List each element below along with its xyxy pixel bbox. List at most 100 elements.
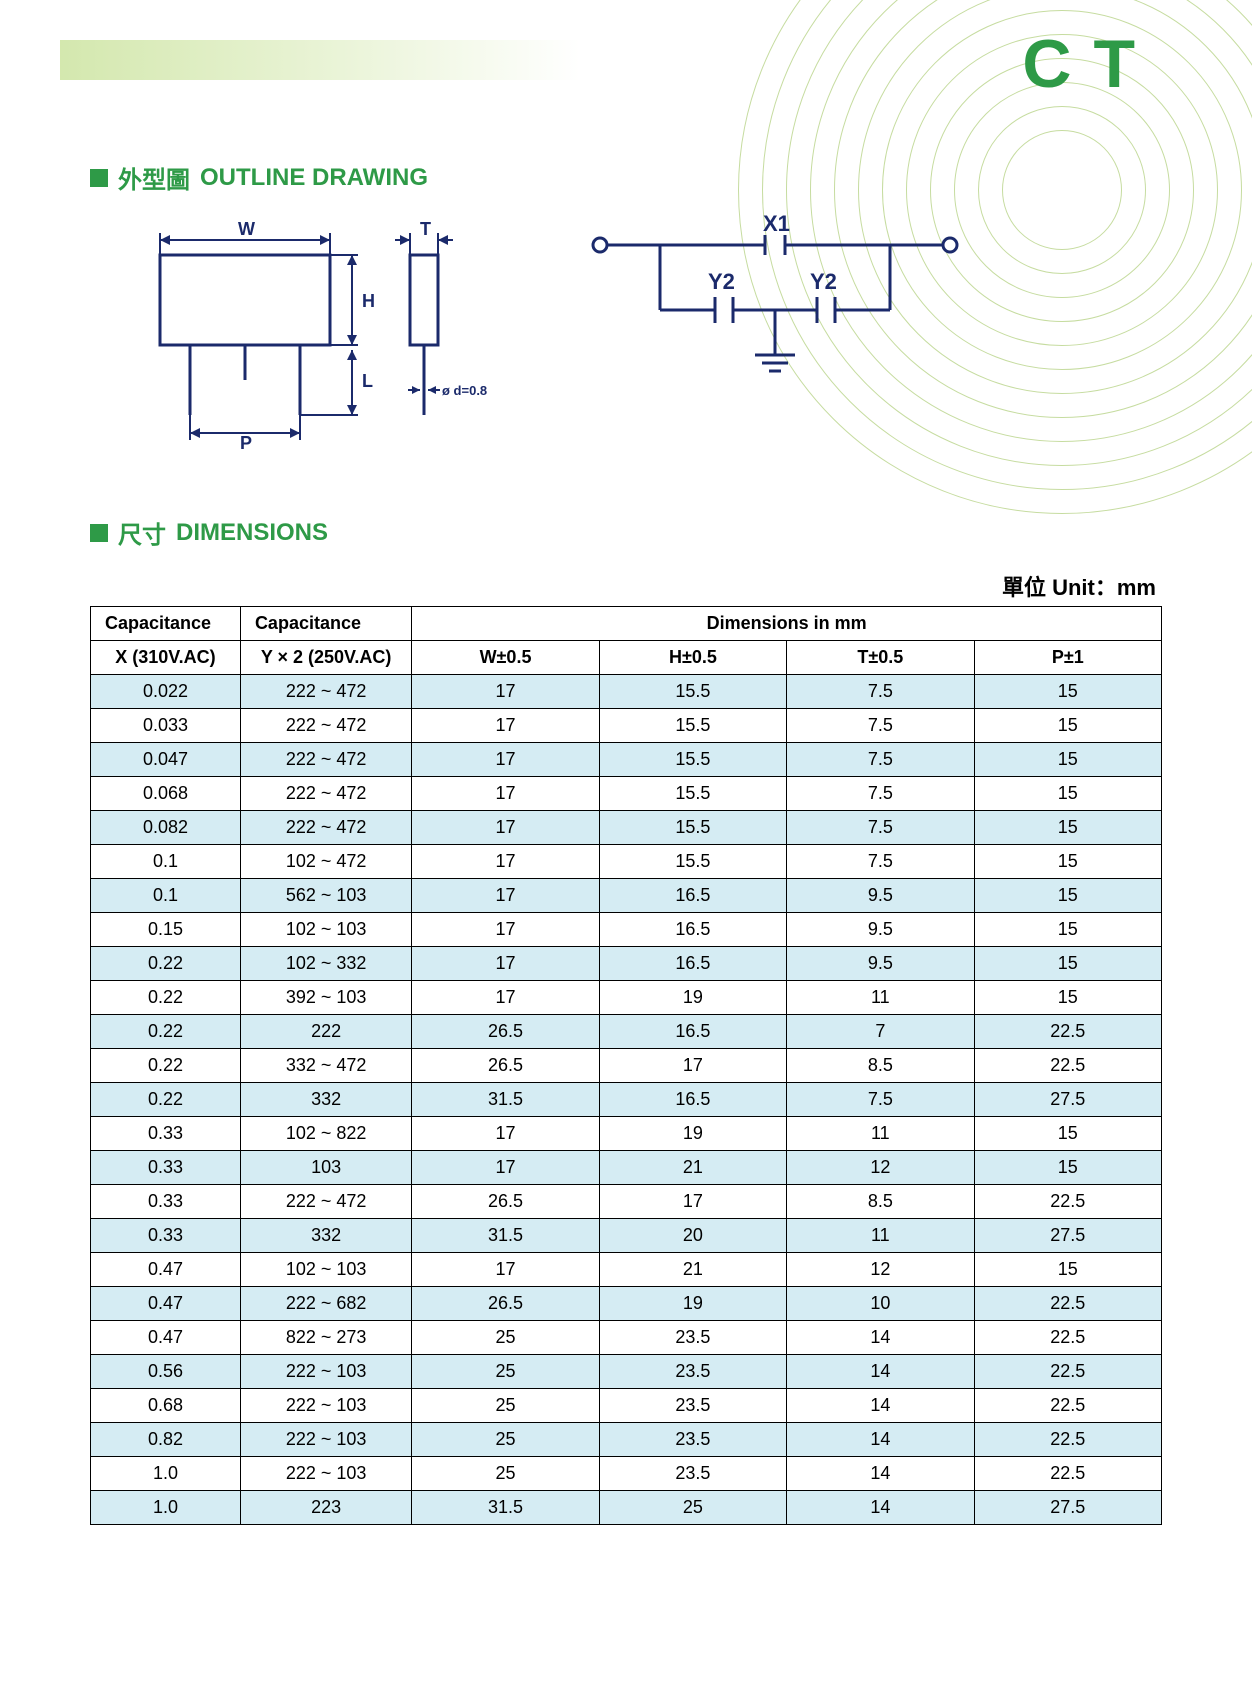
- table-cell: 222 ~ 472: [240, 743, 411, 777]
- table-cell: 562 ~ 103: [240, 879, 411, 913]
- table-cell: 25: [412, 1423, 599, 1457]
- table-cell: 16.5: [599, 1083, 786, 1117]
- table-cell: 15: [974, 1253, 1161, 1287]
- table-cell: 222: [240, 1015, 411, 1049]
- table-cell: 0.33: [91, 1219, 241, 1253]
- table-cell: 9.5: [787, 913, 974, 947]
- table-cell: 0.47: [91, 1321, 241, 1355]
- table-row: 0.47222 ~ 68226.5191022.5: [91, 1287, 1162, 1321]
- table-cell: 23.5: [599, 1355, 786, 1389]
- table-row: 0.22392 ~ 10317191115: [91, 981, 1162, 1015]
- table-cell: 14: [787, 1389, 974, 1423]
- table-cell: 23.5: [599, 1423, 786, 1457]
- table-row: 0.1562 ~ 1031716.59.515: [91, 879, 1162, 913]
- table-cell: 222 ~ 472: [240, 1185, 411, 1219]
- th-W: W±0.5: [412, 641, 599, 675]
- table-cell: 23.5: [599, 1321, 786, 1355]
- table-row: 0.047222 ~ 4721715.57.515: [91, 743, 1162, 777]
- table-cell: 15: [974, 1117, 1161, 1151]
- table-cell: 7.5: [787, 675, 974, 709]
- table-cell: 822 ~ 273: [240, 1321, 411, 1355]
- table-cell: 17: [412, 811, 599, 845]
- table-header-row-2: X (310V.AC) Y × 2 (250V.AC) W±0.5 H±0.5 …: [91, 641, 1162, 675]
- table-cell: 17: [412, 709, 599, 743]
- table-row: 0.68222 ~ 1032523.51422.5: [91, 1389, 1162, 1423]
- table-row: 1.022331.5251427.5: [91, 1491, 1162, 1525]
- table-cell: 17: [412, 675, 599, 709]
- table-cell: 17: [412, 1117, 599, 1151]
- table-cell: 27.5: [974, 1219, 1161, 1253]
- table-cell: 1.0: [91, 1491, 241, 1525]
- table-cell: 17: [599, 1049, 786, 1083]
- table-cell: 0.22: [91, 1083, 241, 1117]
- table-cell: 0.15: [91, 913, 241, 947]
- table-cell: 0.22: [91, 981, 241, 1015]
- table-cell: 14: [787, 1423, 974, 1457]
- dim-T-label: T: [420, 219, 431, 239]
- table-cell: 12: [787, 1151, 974, 1185]
- table-cell: 17: [412, 879, 599, 913]
- table-cell: 7.5: [787, 709, 974, 743]
- table-cell: 222 ~ 682: [240, 1287, 411, 1321]
- table-row: 0.22332 ~ 47226.5178.522.5: [91, 1049, 1162, 1083]
- table-row: 1.0222 ~ 1032523.51422.5: [91, 1457, 1162, 1491]
- table-cell: 19: [599, 1287, 786, 1321]
- table-cell: 12: [787, 1253, 974, 1287]
- table-cell: 9.5: [787, 879, 974, 913]
- table-cell: 14: [787, 1355, 974, 1389]
- table-cell: 15: [974, 811, 1161, 845]
- table-cell: 0.47: [91, 1253, 241, 1287]
- table-cell: 0.068: [91, 777, 241, 811]
- table-cell: 0.33: [91, 1151, 241, 1185]
- table-cell: 222 ~ 472: [240, 811, 411, 845]
- table-cell: 222 ~ 472: [240, 709, 411, 743]
- table-cell: 20: [599, 1219, 786, 1253]
- table-row: 0.082222 ~ 4721715.57.515: [91, 811, 1162, 845]
- table-cell: 16.5: [599, 913, 786, 947]
- table-cell: 22.5: [974, 1423, 1161, 1457]
- section-title-zh: 尺寸: [118, 515, 166, 550]
- table-cell: 7: [787, 1015, 974, 1049]
- table-cell: 17: [412, 845, 599, 879]
- table-cell: 23.5: [599, 1457, 786, 1491]
- table-cell: 26.5: [412, 1049, 599, 1083]
- circuit-Y2a-label: Y2: [708, 269, 735, 294]
- table-cell: 15: [974, 981, 1161, 1015]
- table-row: 0.2233231.516.57.527.5: [91, 1083, 1162, 1117]
- table-cell: 15: [974, 879, 1161, 913]
- table-cell: 10: [787, 1287, 974, 1321]
- table-cell: 11: [787, 1219, 974, 1253]
- circuit-drawing-svg: X1 Y2 Y2: [580, 215, 980, 395]
- table-cell: 15: [974, 675, 1161, 709]
- table-cell: 102 ~ 332: [240, 947, 411, 981]
- table-cell: 17: [412, 1253, 599, 1287]
- table-row: 0.56222 ~ 1032523.51422.5: [91, 1355, 1162, 1389]
- table-cell: 7.5: [787, 811, 974, 845]
- table-cell: 15: [974, 743, 1161, 777]
- page: CT 外型圖 OUTLINE DRAWING: [0, 0, 1252, 1684]
- table-cell: 21: [599, 1253, 786, 1287]
- table-cell: 15: [974, 845, 1161, 879]
- table-cell: 14: [787, 1491, 974, 1525]
- table-cell: 22.5: [974, 1389, 1161, 1423]
- table-cell: 0.033: [91, 709, 241, 743]
- table-cell: 7.5: [787, 845, 974, 879]
- table-cell: 17: [412, 777, 599, 811]
- table-cell: 25: [412, 1389, 599, 1423]
- table-cell: 0.33: [91, 1185, 241, 1219]
- table-cell: 0.22: [91, 1049, 241, 1083]
- table-cell: 25: [412, 1457, 599, 1491]
- table-cell: 16.5: [599, 1015, 786, 1049]
- table-cell: 15: [974, 777, 1161, 811]
- section-title-outline: 外型圖 OUTLINE DRAWING: [90, 160, 1162, 195]
- table-cell: 22.5: [974, 1049, 1161, 1083]
- table-row: 0.15102 ~ 1031716.59.515: [91, 913, 1162, 947]
- square-bullet-icon: [90, 169, 108, 187]
- table-cell: 15.5: [599, 709, 786, 743]
- table-cell: 0.56: [91, 1355, 241, 1389]
- table-cell: 17: [412, 947, 599, 981]
- table-cell: 8.5: [787, 1185, 974, 1219]
- table-cell: 22.5: [974, 1457, 1161, 1491]
- table-cell: 15: [974, 947, 1161, 981]
- table-cell: 15.5: [599, 743, 786, 777]
